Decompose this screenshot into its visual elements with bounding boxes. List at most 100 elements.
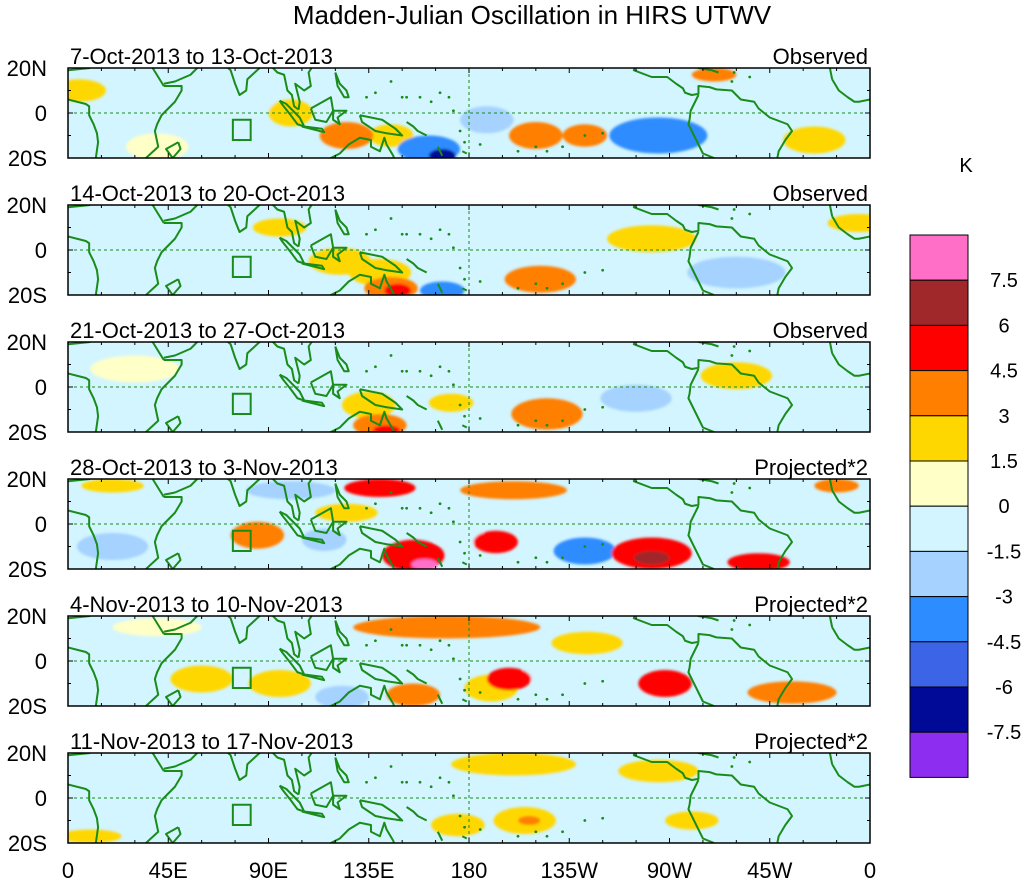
coastline	[687, 642, 715, 706]
anomaly-contour	[428, 393, 474, 412]
island	[488, 844, 491, 847]
coastline	[309, 781, 335, 808]
coastline	[461, 698, 468, 703]
latitude-label: 0	[35, 238, 47, 263]
map-panel: 20N 0 20S 28-Oct-2013 to 3-Nov-2013 Projecte…	[7, 455, 871, 582]
anomaly-contour	[486, 667, 532, 691]
latitude-label: 20S	[8, 283, 47, 308]
coastline	[278, 99, 306, 128]
anomaly-contour	[431, 236, 530, 264]
coastline	[406, 258, 428, 274]
coastline	[278, 510, 306, 539]
panel-date-range: 21-Oct-2013 to 27-Oct-2013	[70, 318, 345, 343]
island	[452, 794, 455, 798]
coastline	[828, 205, 834, 217]
anomaly-contour	[419, 281, 465, 295]
island	[418, 232, 422, 236]
colorbar-swatch	[909, 731, 969, 778]
coastline	[309, 370, 335, 397]
coastline	[334, 72, 350, 99]
latitude-label: 0	[35, 101, 47, 126]
island	[452, 109, 455, 113]
coastline	[406, 669, 428, 685]
coastline	[696, 68, 719, 74]
coastline	[294, 479, 313, 521]
coastline	[68, 235, 100, 295]
colorbar-swatch	[909, 550, 969, 598]
colorbar-label: 6	[998, 315, 1009, 337]
coastline	[406, 121, 428, 137]
coastline	[301, 536, 326, 545]
colorbar-swatch	[909, 279, 969, 326]
coastline	[461, 287, 468, 292]
island	[601, 131, 605, 135]
island	[488, 707, 491, 710]
island	[452, 246, 455, 250]
anomaly-contour	[767, 762, 839, 789]
island	[438, 502, 442, 506]
colorbar-label: 1.5	[990, 451, 1018, 473]
anomaly-contour	[431, 813, 485, 837]
island	[365, 780, 368, 784]
island	[438, 365, 442, 369]
coastline	[278, 373, 306, 402]
latitude-label: 20S	[8, 420, 47, 445]
island	[447, 232, 451, 236]
anomaly-contour	[252, 218, 307, 237]
colorbar-label: -3	[995, 587, 1013, 609]
colorbar-swatch	[909, 596, 969, 643]
island	[478, 417, 482, 420]
anomaly-contour	[281, 627, 345, 650]
coastline	[687, 94, 715, 158]
anomaly-contour	[473, 530, 519, 554]
coastline	[151, 753, 165, 772]
colorbar-label: 3	[998, 406, 1009, 428]
colorbar-swatch	[909, 415, 969, 462]
map-panels: 20N 0 20S 7-Oct-2013 to 13-Oct-2013 Observed…	[7, 44, 871, 856]
anomaly-contour	[248, 670, 311, 697]
coastline	[165, 826, 182, 843]
coastline	[165, 415, 182, 432]
island	[418, 780, 422, 784]
coastline	[163, 753, 198, 770]
coastline	[461, 561, 468, 566]
anomaly-contour	[457, 362, 547, 390]
island	[365, 232, 368, 236]
island	[732, 756, 736, 759]
island	[438, 228, 442, 232]
island	[389, 628, 393, 631]
island	[748, 349, 752, 353]
coastline	[406, 395, 428, 411]
coastline	[828, 68, 834, 80]
colorbar-label: 0	[998, 496, 1009, 518]
anomaly-contour	[170, 665, 233, 693]
coastline	[632, 68, 794, 158]
coastline	[461, 150, 468, 155]
island	[452, 520, 455, 524]
island	[447, 643, 451, 647]
island	[748, 623, 752, 627]
longitude-label: 0	[62, 858, 74, 883]
island	[400, 780, 404, 784]
island	[418, 643, 422, 647]
coastline	[226, 753, 262, 781]
latitude-label: 20S	[8, 146, 47, 171]
units-label: K	[959, 155, 973, 177]
colorbar-swatch	[909, 641, 969, 688]
coastline	[687, 779, 715, 843]
coastline	[632, 753, 794, 843]
island	[400, 506, 404, 510]
anomaly-contour	[633, 551, 670, 565]
coastline	[294, 753, 313, 795]
island	[405, 369, 409, 373]
island	[545, 697, 549, 701]
latitude-label: 20N	[7, 56, 47, 81]
island	[365, 95, 368, 99]
island	[488, 159, 491, 162]
island	[730, 217, 734, 220]
coastline	[145, 222, 183, 295]
island	[458, 677, 462, 681]
coastline	[831, 352, 870, 377]
anomaly-contour	[342, 391, 396, 419]
